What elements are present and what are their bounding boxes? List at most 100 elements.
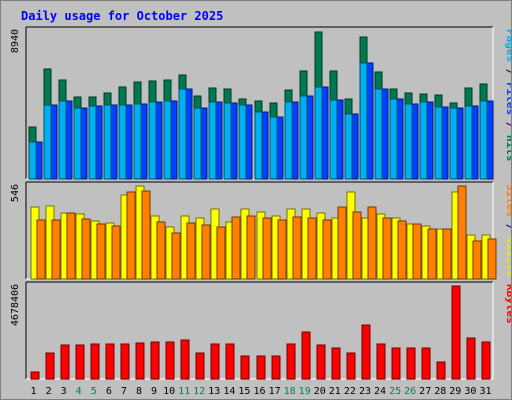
x-tick-label-day-27: 27 — [419, 386, 431, 397]
bar-pages-day-24 — [374, 88, 383, 180]
panel-hits-files-pages-max-label: 8940 — [10, 29, 21, 53]
x-tick-label-day-19: 19 — [299, 386, 311, 397]
panel-kbytes-max-label: 4678406 — [10, 284, 21, 326]
bar-pages-day-10 — [163, 100, 172, 180]
x-tick-label-day-6: 6 — [106, 386, 112, 397]
panel-visits-sites-axis-label: Sites / Visits — [504, 184, 511, 277]
bar-pages-day-3 — [58, 100, 67, 180]
bar-pages-day-15 — [238, 104, 247, 180]
x-tick-label-day-18: 18 — [284, 386, 296, 397]
bar-kbytes-day-13 — [210, 343, 220, 380]
axis-label-segment: Visits — [504, 237, 511, 277]
bar-sites-day-25 — [397, 220, 407, 280]
bar-kbytes-day-14 — [225, 343, 235, 380]
bar-sites-day-11 — [186, 222, 196, 280]
bar-pages-day-7 — [118, 104, 127, 180]
bar-sites-day-18 — [292, 216, 302, 280]
bar-pages-day-13 — [208, 101, 217, 180]
bar-kbytes-day-21 — [331, 347, 341, 380]
panel-kbytes-axis-label: KBytes — [504, 284, 511, 324]
x-tick-label-day-9: 9 — [151, 386, 157, 397]
axis-label-segment: Files — [504, 82, 511, 115]
bar-sites-day-2 — [51, 219, 61, 280]
bar-kbytes-day-15 — [240, 355, 250, 380]
bar-pages-day-9 — [148, 101, 157, 180]
x-tick-label-day-17: 17 — [269, 386, 281, 397]
bar-kbytes-day-7 — [120, 343, 130, 380]
bar-pages-day-17 — [269, 116, 278, 180]
bar-pages-day-22 — [344, 113, 353, 180]
bar-kbytes-day-22 — [346, 352, 356, 380]
chart-title: Daily usage for October 2025 — [21, 9, 224, 23]
bar-sites-day-23 — [367, 206, 377, 280]
bar-sites-day-22 — [352, 211, 362, 280]
bar-sites-day-21 — [337, 206, 347, 280]
bar-pages-day-19 — [299, 95, 308, 180]
x-tick-label-day-26: 26 — [404, 386, 416, 397]
x-tick-label-day-13: 13 — [208, 386, 220, 397]
bar-kbytes-day-3 — [60, 344, 70, 380]
bar-sites-day-19 — [307, 217, 317, 280]
bar-pages-day-5 — [88, 105, 97, 180]
axis-label-segment: Pages — [504, 29, 511, 62]
bar-sites-day-24 — [382, 217, 392, 280]
bar-kbytes-day-20 — [316, 344, 326, 380]
x-tick-label-day-24: 24 — [374, 386, 386, 397]
x-tick-label-day-10: 10 — [163, 386, 175, 397]
bar-sites-day-10 — [171, 232, 181, 280]
bar-pages-day-29 — [449, 107, 458, 180]
bar-pages-day-1 — [28, 141, 37, 180]
bar-pages-day-16 — [254, 111, 263, 180]
bar-sites-day-9 — [156, 221, 166, 280]
bar-sites-day-29 — [457, 185, 467, 280]
bar-kbytes-day-17 — [271, 355, 281, 380]
bar-kbytes-day-1 — [30, 371, 40, 380]
x-tick-label-day-25: 25 — [389, 386, 401, 397]
x-tick-label-day-22: 22 — [344, 386, 356, 397]
bar-sites-day-15 — [246, 215, 256, 280]
bar-sites-day-27 — [427, 228, 437, 280]
x-tick-label-day-31: 31 — [479, 386, 491, 397]
x-tick-label-day-15: 15 — [238, 386, 250, 397]
panel-hits-files-pages-axis-label: Pages / Files / Hits — [504, 29, 511, 162]
x-tick-label-day-16: 16 — [253, 386, 265, 397]
bar-sites-day-26 — [412, 223, 422, 280]
bar-pages-day-6 — [103, 104, 112, 180]
bar-sites-day-30 — [472, 240, 482, 280]
x-tick-label-day-14: 14 — [223, 386, 235, 397]
axis-label-segment: Sites — [504, 184, 511, 217]
axis-label-segment: KBytes — [504, 284, 511, 324]
panel-visits-sites-max-label: 546 — [10, 184, 21, 202]
bar-pages-day-31 — [479, 100, 488, 180]
bar-kbytes-day-12 — [195, 352, 205, 380]
x-tick-label-day-28: 28 — [434, 386, 446, 397]
x-tick-label-day-29: 29 — [449, 386, 461, 397]
x-tick-label-day-5: 5 — [91, 386, 97, 397]
bar-pages-day-23 — [359, 62, 368, 180]
bar-kbytes-day-24 — [376, 343, 386, 380]
bar-kbytes-day-25 — [391, 347, 401, 380]
bar-kbytes-day-11 — [180, 339, 190, 380]
bar-pages-day-12 — [193, 107, 202, 180]
bar-pages-day-26 — [404, 103, 413, 180]
x-tick-label-day-8: 8 — [136, 386, 142, 397]
axis-label-segment: / — [504, 62, 511, 82]
x-tick-label-day-20: 20 — [314, 386, 326, 397]
bar-pages-day-8 — [133, 103, 142, 180]
bar-sites-day-12 — [201, 224, 211, 280]
bar-kbytes-day-26 — [406, 347, 416, 380]
bar-kbytes-day-27 — [421, 347, 431, 380]
bar-kbytes-day-4 — [75, 344, 85, 380]
bar-kbytes-day-10 — [165, 341, 175, 380]
bar-pages-day-25 — [389, 98, 398, 180]
bar-pages-day-20 — [314, 86, 323, 180]
axis-label-segment: Hits — [504, 135, 511, 162]
x-tick-label-day-3: 3 — [61, 386, 67, 397]
bar-sites-day-16 — [262, 217, 272, 280]
bar-sites-day-1 — [36, 219, 46, 280]
axis-label-segment: / — [504, 217, 511, 237]
bar-pages-day-28 — [434, 106, 443, 180]
x-tick-label-day-2: 2 — [46, 386, 52, 397]
